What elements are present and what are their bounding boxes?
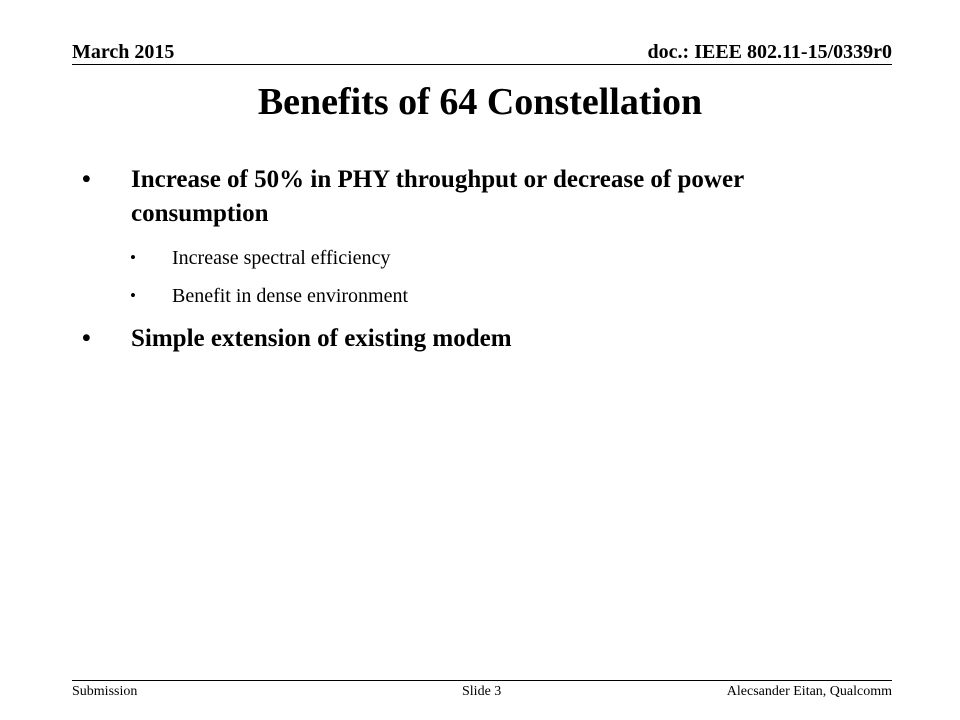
header-divider: [72, 64, 892, 65]
slide-title: Benefits of 64 Constellation: [257, 81, 703, 123]
header-doc-id: doc.: IEEE 802.11-15/0339r0: [647, 41, 892, 63]
footer-author: Alecsander Eitan, Qualcomm: [726, 684, 892, 699]
bullet-text: Simple extension of existing modem: [131, 325, 512, 352]
footer-divider: [72, 680, 892, 681]
bullet-text: Increase of 50% in PHY throughput or dec…: [131, 166, 744, 227]
bullet-item: • Increase of 50% in PHY throughput or d…: [82, 163, 842, 231]
sub-bullet-text: Increase spectral efficiency: [172, 247, 391, 269]
header-date: March 2015: [72, 41, 175, 63]
bullet-marker: •: [82, 325, 91, 352]
bullet-marker: •: [82, 166, 91, 193]
sub-bullet-item: • Increase spectral efficiency: [130, 245, 830, 271]
footer-submission: Submission: [72, 684, 138, 699]
sub-bullet-item: • Benefit in dense environment: [130, 283, 830, 309]
sub-bullet-marker: •: [130, 286, 136, 305]
footer-slide-number: Slide 3: [462, 684, 502, 699]
sub-bullet-marker: •: [130, 248, 136, 267]
bullet-item: • Simple extension of existing modem: [82, 322, 842, 356]
sub-bullet-text: Benefit in dense environment: [172, 285, 409, 307]
